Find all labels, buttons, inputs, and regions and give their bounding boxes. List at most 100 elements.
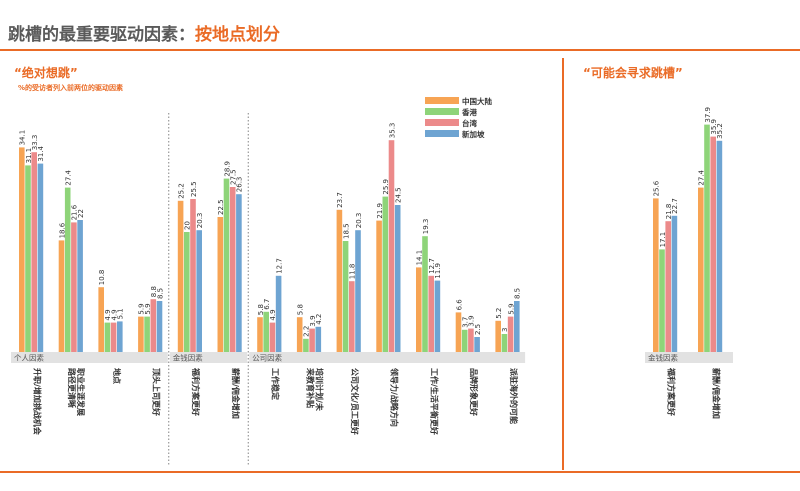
bar-1-0-2 [665, 221, 671, 352]
data-label-0-10-1: 19.3 [422, 219, 430, 235]
legend-swatch-0 [425, 97, 459, 104]
category-label-0-11: 品牌形象更好 [469, 368, 479, 416]
bar-1-0-3 [671, 215, 678, 352]
bar-0-4-2 [190, 199, 196, 352]
bar-0-2-2 [110, 322, 117, 352]
bar-0-3-1 [144, 316, 150, 352]
bar-0-10-1 [422, 236, 428, 352]
data-label-0-5-1: 28.9 [223, 161, 231, 177]
bar-0-11-2 [468, 328, 474, 352]
data-label-0-4-1: 20 [184, 221, 192, 230]
bar-0-10-3 [434, 280, 441, 352]
data-label-0-9-1: 25.9 [382, 179, 390, 195]
legend-swatch-2 [425, 119, 459, 126]
bar-0-8-0 [336, 209, 343, 352]
category-label-0-5: 薪酬/佣金增加 [231, 368, 241, 419]
bar-0-6-3 [275, 275, 282, 352]
data-label-1-0-0: 25.6 [653, 180, 661, 196]
bar-0-9-3 [394, 205, 401, 352]
data-label-1-1-1: 37.9 [704, 107, 712, 123]
data-label-0-1-0: 18.6 [58, 222, 66, 238]
bar-0-1-2 [71, 222, 77, 352]
bar-0-2-3 [117, 321, 123, 352]
legend-label-0: 中国大陆 [462, 96, 492, 106]
data-label-0-6-0: 5.8 [257, 304, 265, 315]
bar-0-6-1 [263, 311, 269, 352]
bar-0-7-2 [309, 328, 315, 352]
data-label-0-4-3: 20.3 [196, 213, 204, 229]
data-label-0-12-1: 3 [501, 328, 509, 332]
data-label-0-0-0: 34.1 [19, 130, 27, 146]
page-title: 跳槽的最重要驱动因素：按地点划分 [8, 20, 280, 45]
data-label-0-3-1: 5.9 [144, 303, 152, 314]
legend-label-3: 新加坡 [462, 129, 485, 139]
bar-0-6-2 [269, 322, 276, 352]
bar-1-0-1 [659, 249, 665, 352]
category-label-0-12: 派驻海外的可能 [509, 368, 519, 424]
data-label-0-3-3: 8.5 [156, 288, 164, 299]
data-label-0-11-2: 3.9 [468, 315, 476, 326]
data-label-0-11-0: 6.6 [455, 299, 463, 311]
bar-0-11-3 [474, 337, 480, 352]
data-label-0-2-2: 4.9 [110, 309, 118, 320]
left-subtitle: “绝对想跳” [14, 66, 78, 80]
data-label-0-6-3: 12.7 [275, 258, 283, 274]
data-label-0-11-1: 3.7 [462, 317, 470, 328]
bar-0-4-0 [177, 200, 184, 352]
group-band-0-2 [249, 352, 526, 363]
bar-0-8-1 [342, 241, 349, 352]
data-label-0-4-0: 25.2 [177, 183, 185, 199]
data-label-0-1-2: 21.6 [71, 204, 79, 220]
category-label-1-0: 福利方案更好 [666, 367, 676, 416]
top-rule [0, 49, 800, 51]
data-label-0-6-2: 4.9 [269, 309, 277, 320]
category-label-0-0: 升职/增加挑战机会 [32, 368, 42, 435]
bar-0-11-0 [455, 312, 462, 352]
data-label-0-10-0: 14.1 [416, 250, 424, 266]
data-label-0-8-2: 11.8 [349, 264, 357, 280]
bar-1-1-3 [716, 140, 723, 352]
data-label-0-5-3: 26.3 [236, 177, 244, 193]
group-band-0-1 [169, 352, 248, 363]
bar-0-12-3 [514, 301, 520, 352]
data-label-0-10-3: 11.9 [434, 263, 442, 279]
data-label-0-1-1: 27.4 [65, 169, 73, 185]
bar-0-4-1 [184, 232, 190, 352]
bar-0-6-0 [257, 317, 263, 352]
category-label-0-10: 工作/生活平衡更好 [429, 368, 439, 435]
category-label-0-1: 职业生涯发展路径更清晰 [67, 368, 86, 416]
group-label-1-0: 金钱因素 [648, 353, 678, 363]
right-subtitle: “可能会寻求跳槽” [583, 66, 683, 80]
data-label-0-7-3: 4.2 [315, 314, 323, 325]
bar-0-10-2 [428, 275, 434, 352]
bar-0-12-1 [501, 334, 508, 352]
bar-0-3-3 [156, 301, 163, 352]
data-label-0-2-3: 5.1 [117, 308, 125, 319]
bar-0-8-2 [349, 281, 355, 352]
data-label-0-5-0: 22.5 [217, 199, 225, 215]
data-label-0-1-3: 22 [77, 209, 85, 218]
bar-0-7-3 [315, 326, 322, 352]
data-label-0-6-1: 6.7 [263, 299, 271, 310]
bar-0-5-0 [217, 217, 224, 352]
data-label-0-11-3: 2.5 [474, 324, 482, 335]
category-label-0-3: 顶头上司更好 [152, 368, 162, 416]
bar-0-9-1 [382, 196, 389, 352]
data-label-0-2-1: 4.9 [104, 309, 112, 320]
legend-swatch-3 [425, 130, 459, 137]
data-label-0-5-2: 27.5 [230, 169, 238, 185]
bar-0-2-1 [104, 322, 111, 352]
title-main: 跳槽的最重要驱动因素： [8, 25, 195, 45]
data-label-0-0-2: 33.3 [31, 135, 39, 151]
bar-0-0-2 [31, 152, 37, 352]
data-label-0-12-2: 5.9 [507, 303, 515, 314]
legend-label-2: 台湾 [462, 118, 477, 128]
data-label-0-7-0: 5.8 [297, 304, 305, 315]
bar-0-10-0 [416, 267, 422, 352]
category-label-0-7: 培训计划/未来教育补贴 [305, 367, 324, 411]
bar-1-0-0 [653, 198, 659, 352]
bar-0-9-2 [388, 140, 395, 352]
bar-0-7-1 [303, 338, 309, 352]
data-label-0-7-2: 3.9 [309, 315, 317, 326]
data-label-1-0-1: 17.1 [659, 232, 667, 248]
